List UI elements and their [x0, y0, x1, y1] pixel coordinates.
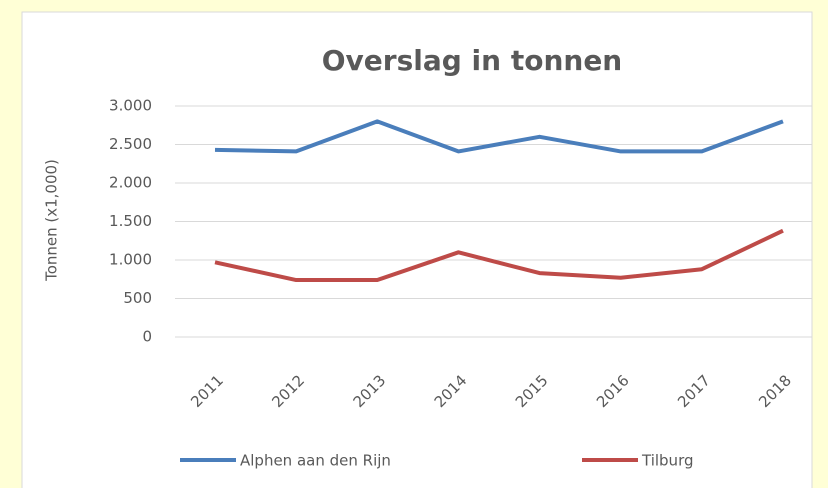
y-tick-label: 3.000 [109, 97, 152, 115]
y-tick-label: 2.500 [109, 135, 152, 153]
legend-label: Alphen aan den Rijn [240, 452, 391, 470]
y-tick-label: 1.000 [109, 251, 152, 269]
chart-area [21, 11, 813, 488]
data-line [214, 119, 784, 154]
y-tick-label: 1.500 [109, 212, 152, 230]
y-axis-title: Tonnen (x1,000) [43, 159, 61, 282]
y-tick-label: 500 [123, 289, 152, 307]
y-tick-label: 2.000 [109, 174, 152, 192]
data-line [214, 228, 784, 283]
chart-title: Overslag in tonnen [322, 44, 623, 77]
legend-label: Tilburg [641, 452, 694, 470]
y-tick-label: 0 [142, 328, 152, 346]
